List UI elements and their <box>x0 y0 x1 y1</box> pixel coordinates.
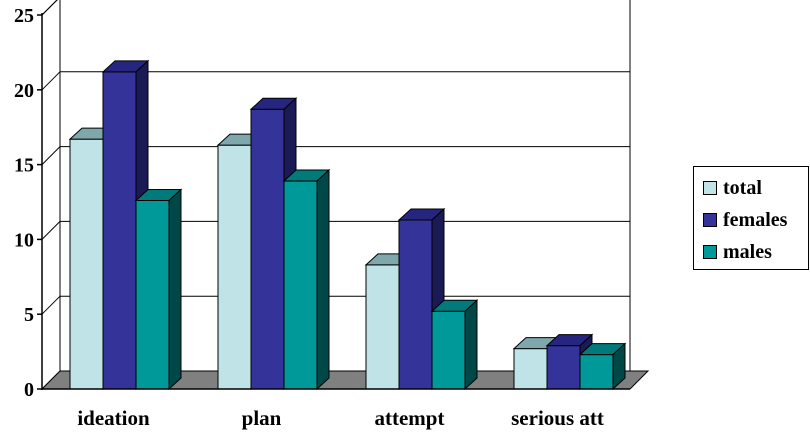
bar-side <box>464 299 478 391</box>
y-axis-ticks: 0 5 10 15 20 25 <box>14 5 42 401</box>
bar-males-ideation <box>135 200 170 390</box>
bar-males-serious-att <box>579 354 614 390</box>
bar-side <box>612 342 626 391</box>
side-wall <box>41 0 61 391</box>
bar-females-serious-att <box>546 345 581 390</box>
legend-swatch-females <box>703 213 717 227</box>
bar-females-plan <box>250 108 285 390</box>
y-tick-label: 15 <box>14 155 34 177</box>
bar-males-plan <box>283 180 318 390</box>
y-tick-label: 10 <box>14 229 34 251</box>
legend-item-males: males <box>703 240 772 264</box>
legend-label-males: males <box>723 240 772 263</box>
legend-label-females: females <box>723 208 788 231</box>
y-tick-label: 20 <box>14 80 34 102</box>
bars <box>68 59 627 391</box>
legend-item-total: total <box>703 176 762 200</box>
gridline-side <box>41 71 61 91</box>
x-category-label: ideation <box>77 406 150 430</box>
x-category-label: attempt <box>375 406 445 430</box>
y-tick-label: 25 <box>14 5 34 27</box>
x-category-label: plan <box>242 406 282 430</box>
x-category-label: serious att <box>511 406 604 430</box>
x-axis-categories: ideation plan attempt serious att <box>77 406 604 430</box>
bar-total-ideation <box>69 138 104 390</box>
y-tick-label: 0 <box>24 379 34 401</box>
bar-side <box>316 168 330 391</box>
legend: total females males <box>693 166 809 270</box>
legend-swatch-total <box>703 181 717 195</box>
axes <box>41 13 630 390</box>
legend-swatch-males <box>703 245 717 259</box>
bar-total-serious-att <box>513 348 548 390</box>
gridline-side <box>41 221 61 240</box>
bar-total-plan <box>217 144 252 390</box>
gridline-side <box>41 0 58 16</box>
legend-item-females: females <box>703 208 787 232</box>
bar-side <box>168 188 182 391</box>
bar-total-attempt <box>365 264 400 390</box>
y-tick-label: 5 <box>24 304 34 326</box>
bar-females-attempt <box>398 219 433 390</box>
gridline-side <box>41 146 61 165</box>
bar-males-attempt <box>431 310 466 390</box>
bar-females-ideation <box>102 71 137 390</box>
gridline-side <box>41 295 61 315</box>
legend-label-total: total <box>723 176 762 199</box>
